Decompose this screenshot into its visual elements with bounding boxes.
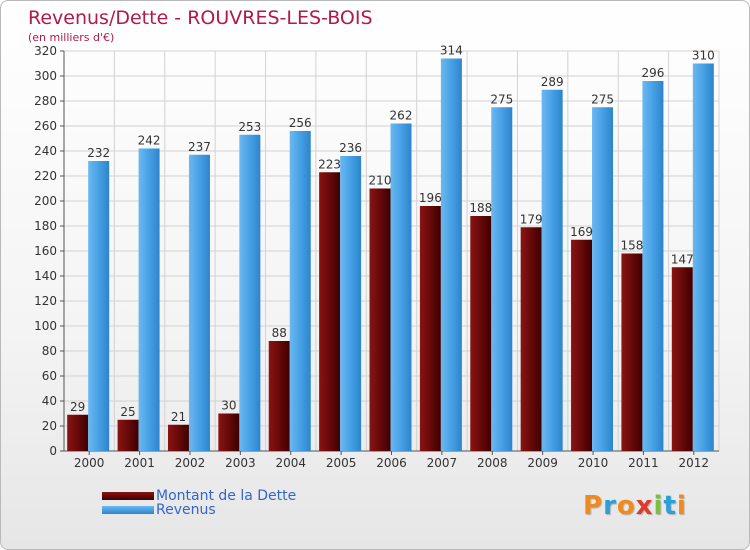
x-tick-label: 2010 [578, 456, 609, 470]
bar-dette [419, 206, 441, 451]
y-tick-label: 240 [34, 144, 57, 158]
legend-label-revenus: Revenus [156, 502, 216, 518]
data-label-revenus: 256 [289, 116, 312, 130]
data-label-dette: 223 [318, 157, 341, 171]
x-tick-label: 2001 [124, 456, 155, 470]
y-tick-label: 140 [34, 269, 57, 283]
bar-revenus [138, 148, 160, 451]
bar-revenus [239, 134, 261, 451]
chart-subtitle: (en milliers d'€) [28, 31, 115, 44]
data-label-dette: 188 [469, 201, 492, 215]
bar-dette [117, 419, 139, 451]
bar-revenus [289, 131, 311, 451]
bar-dette [571, 239, 593, 451]
y-tick-label: 40 [42, 394, 57, 408]
x-tick-label: 2000 [74, 456, 105, 470]
bar-revenus [642, 81, 664, 451]
data-label-dette: 147 [671, 252, 694, 266]
bar-revenus [592, 107, 614, 451]
data-label-revenus: 310 [692, 49, 715, 63]
data-label-revenus: 275 [591, 92, 614, 106]
x-tick-label: 2003 [225, 456, 256, 470]
data-label-revenus: 232 [87, 146, 110, 160]
bar-dette [319, 172, 341, 451]
bar-revenus [340, 156, 362, 451]
data-label-dette: 158 [620, 239, 643, 253]
data-label-revenus: 253 [238, 120, 261, 134]
data-label-dette: 210 [369, 174, 392, 188]
bar-revenus [541, 89, 563, 451]
y-tick-label: 180 [34, 219, 57, 233]
y-tick-label: 300 [34, 69, 57, 83]
data-label-revenus: 275 [490, 92, 513, 106]
y-tick-label: 160 [34, 244, 57, 258]
y-tick-label: 200 [34, 194, 57, 208]
x-tick-label: 2002 [175, 456, 206, 470]
bar-dette [520, 227, 542, 451]
data-label-dette: 169 [570, 225, 593, 239]
proxiti-logo: Proxiti [583, 491, 687, 521]
bar-dette [167, 424, 189, 451]
data-label-revenus: 296 [641, 66, 664, 80]
bar-revenus [390, 123, 412, 451]
y-tick-label: 60 [42, 369, 57, 383]
x-tick-label: 2011 [628, 456, 659, 470]
bars [67, 58, 714, 451]
data-label-dette: 25 [120, 405, 135, 419]
data-label-dette: 30 [221, 399, 236, 413]
axes: 0 20 40 60 80 100 120 140 160 180 200 220 240 260 280 3… [34, 44, 719, 470]
legend-swatch-dette [102, 492, 154, 500]
x-tick-label: 2008 [477, 456, 508, 470]
data-label-revenus: 262 [390, 109, 413, 123]
x-tick-label: 2005 [326, 456, 357, 470]
legend-item-revenus: Revenus [102, 502, 216, 518]
data-label-revenus: 236 [339, 141, 362, 155]
data-label-revenus: 289 [541, 75, 564, 89]
x-tick-label: 2007 [427, 456, 458, 470]
data-label-dette: 196 [419, 191, 442, 205]
data-label-dette: 29 [70, 400, 85, 414]
bar-dette [67, 414, 89, 451]
legend-swatch-revenus [102, 506, 154, 514]
y-tick-label: 0 [49, 444, 57, 458]
legend-item-dette: Montant de la Dette [102, 488, 296, 504]
y-tick-label: 80 [42, 344, 57, 358]
y-tick-label: 120 [34, 294, 57, 308]
y-tick-label: 280 [34, 94, 57, 108]
x-tick-label: 2012 [679, 456, 710, 470]
bar-dette [621, 253, 643, 451]
bar-dette [671, 267, 693, 451]
y-tick-label: 260 [34, 119, 57, 133]
bar-revenus [491, 107, 513, 451]
bar-dette [470, 216, 492, 451]
y-tick-label: 320 [34, 44, 57, 58]
data-label-revenus: 314 [440, 44, 463, 58]
bar-revenus [188, 154, 210, 451]
x-tick-label: 2004 [275, 456, 306, 470]
chart-title: Revenus/Dette - ROUVRES-LES-BOIS [28, 7, 373, 29]
data-labels: 29 232 25 242 21 237 30 253 88 256 223 236 210 262 196… [70, 44, 715, 424]
bar-revenus [88, 161, 110, 451]
data-label-dette: 179 [520, 212, 543, 226]
bar-dette [218, 413, 240, 451]
data-label-revenus: 237 [188, 140, 211, 154]
bar-dette [268, 341, 290, 451]
x-tick-label: 2009 [527, 456, 558, 470]
x-tick-label: 2006 [376, 456, 407, 470]
y-tick-label: 100 [34, 319, 57, 333]
data-label-dette: 21 [171, 410, 186, 424]
bar-revenus [440, 58, 462, 451]
legend-label-dette: Montant de la Dette [156, 488, 297, 504]
y-tick-label: 220 [34, 169, 57, 183]
data-label-dette: 88 [272, 326, 287, 340]
bar-revenus [692, 63, 714, 451]
y-tick-label: 20 [42, 419, 57, 433]
bar-dette [369, 188, 391, 451]
data-label-revenus: 242 [138, 134, 161, 148]
